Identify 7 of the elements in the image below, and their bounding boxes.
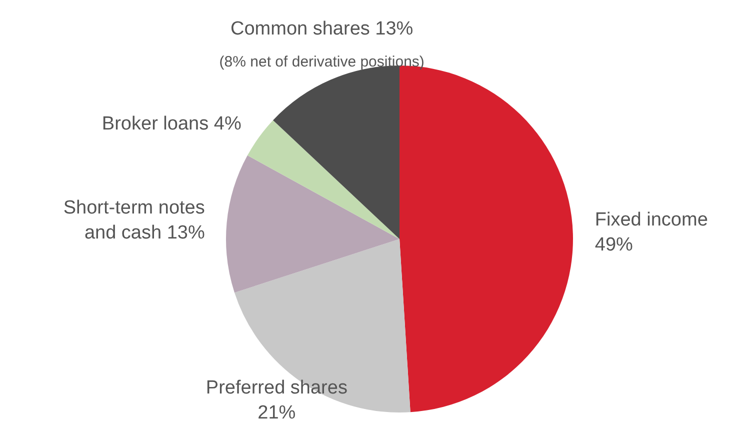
slice-label: Preferred shares [206, 377, 348, 398]
slice-label: Common shares 13% [230, 18, 414, 40]
slice-label: Short-term notes and cash 13% [63, 197, 205, 244]
data-label: 49% [594, 234, 634, 256]
slice-label: Fixed income [594, 210, 708, 231]
data-label: 21% [258, 402, 296, 424]
slice-label: Broker loans 4% [102, 113, 242, 134]
